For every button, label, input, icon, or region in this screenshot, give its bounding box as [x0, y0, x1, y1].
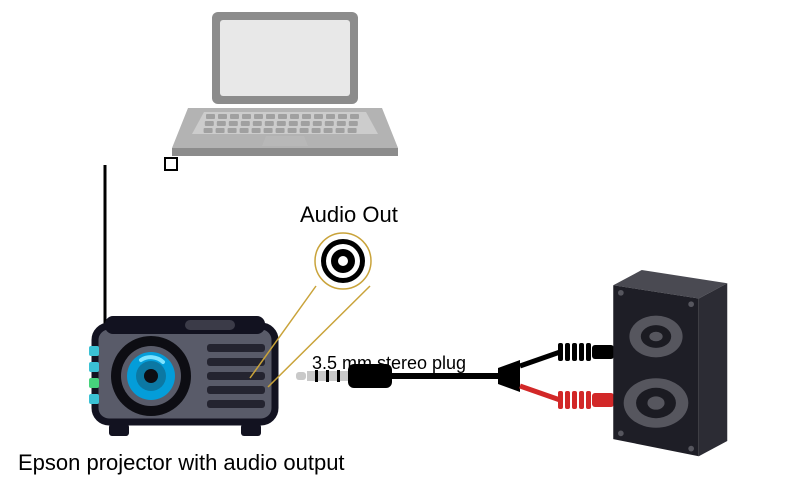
projector-caption: Epson projector with audio output [18, 450, 345, 476]
speaker-icon [610, 270, 740, 460]
audio-out-label: Audio Out [300, 202, 398, 228]
diagram-canvas: Audio Out 3.5 mm stereo plug Epson proje… [0, 0, 800, 500]
plug-label: 3.5 mm stereo plug [312, 353, 466, 374]
